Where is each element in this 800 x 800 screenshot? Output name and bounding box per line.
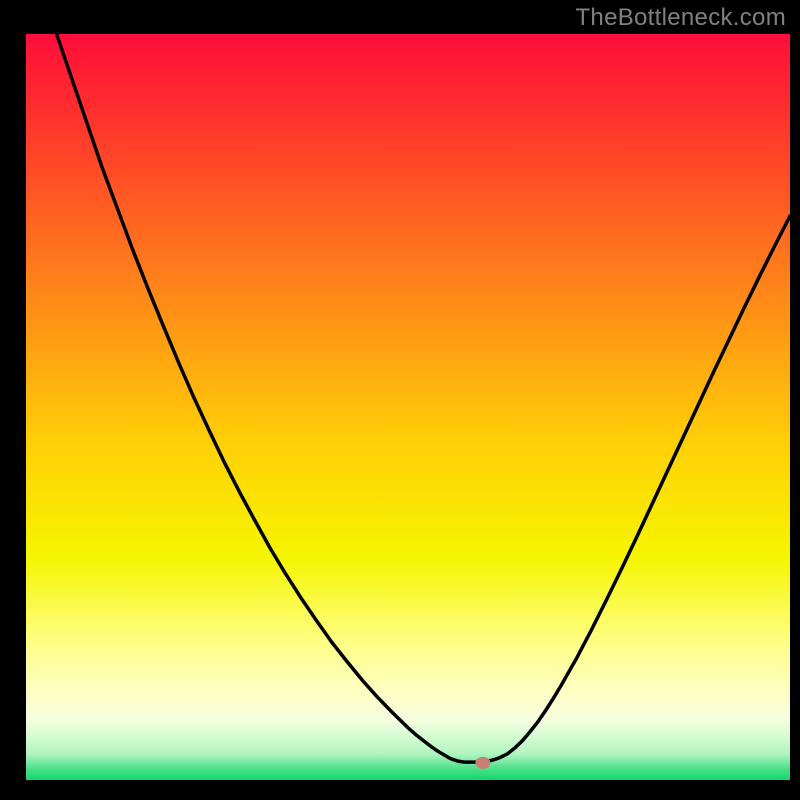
chart-frame: TheBottleneck.com [0,0,800,800]
bottleneck-chart [26,34,790,780]
optimum-marker [475,757,490,769]
chart-background [26,34,790,780]
watermark-text: TheBottleneck.com [575,4,786,32]
